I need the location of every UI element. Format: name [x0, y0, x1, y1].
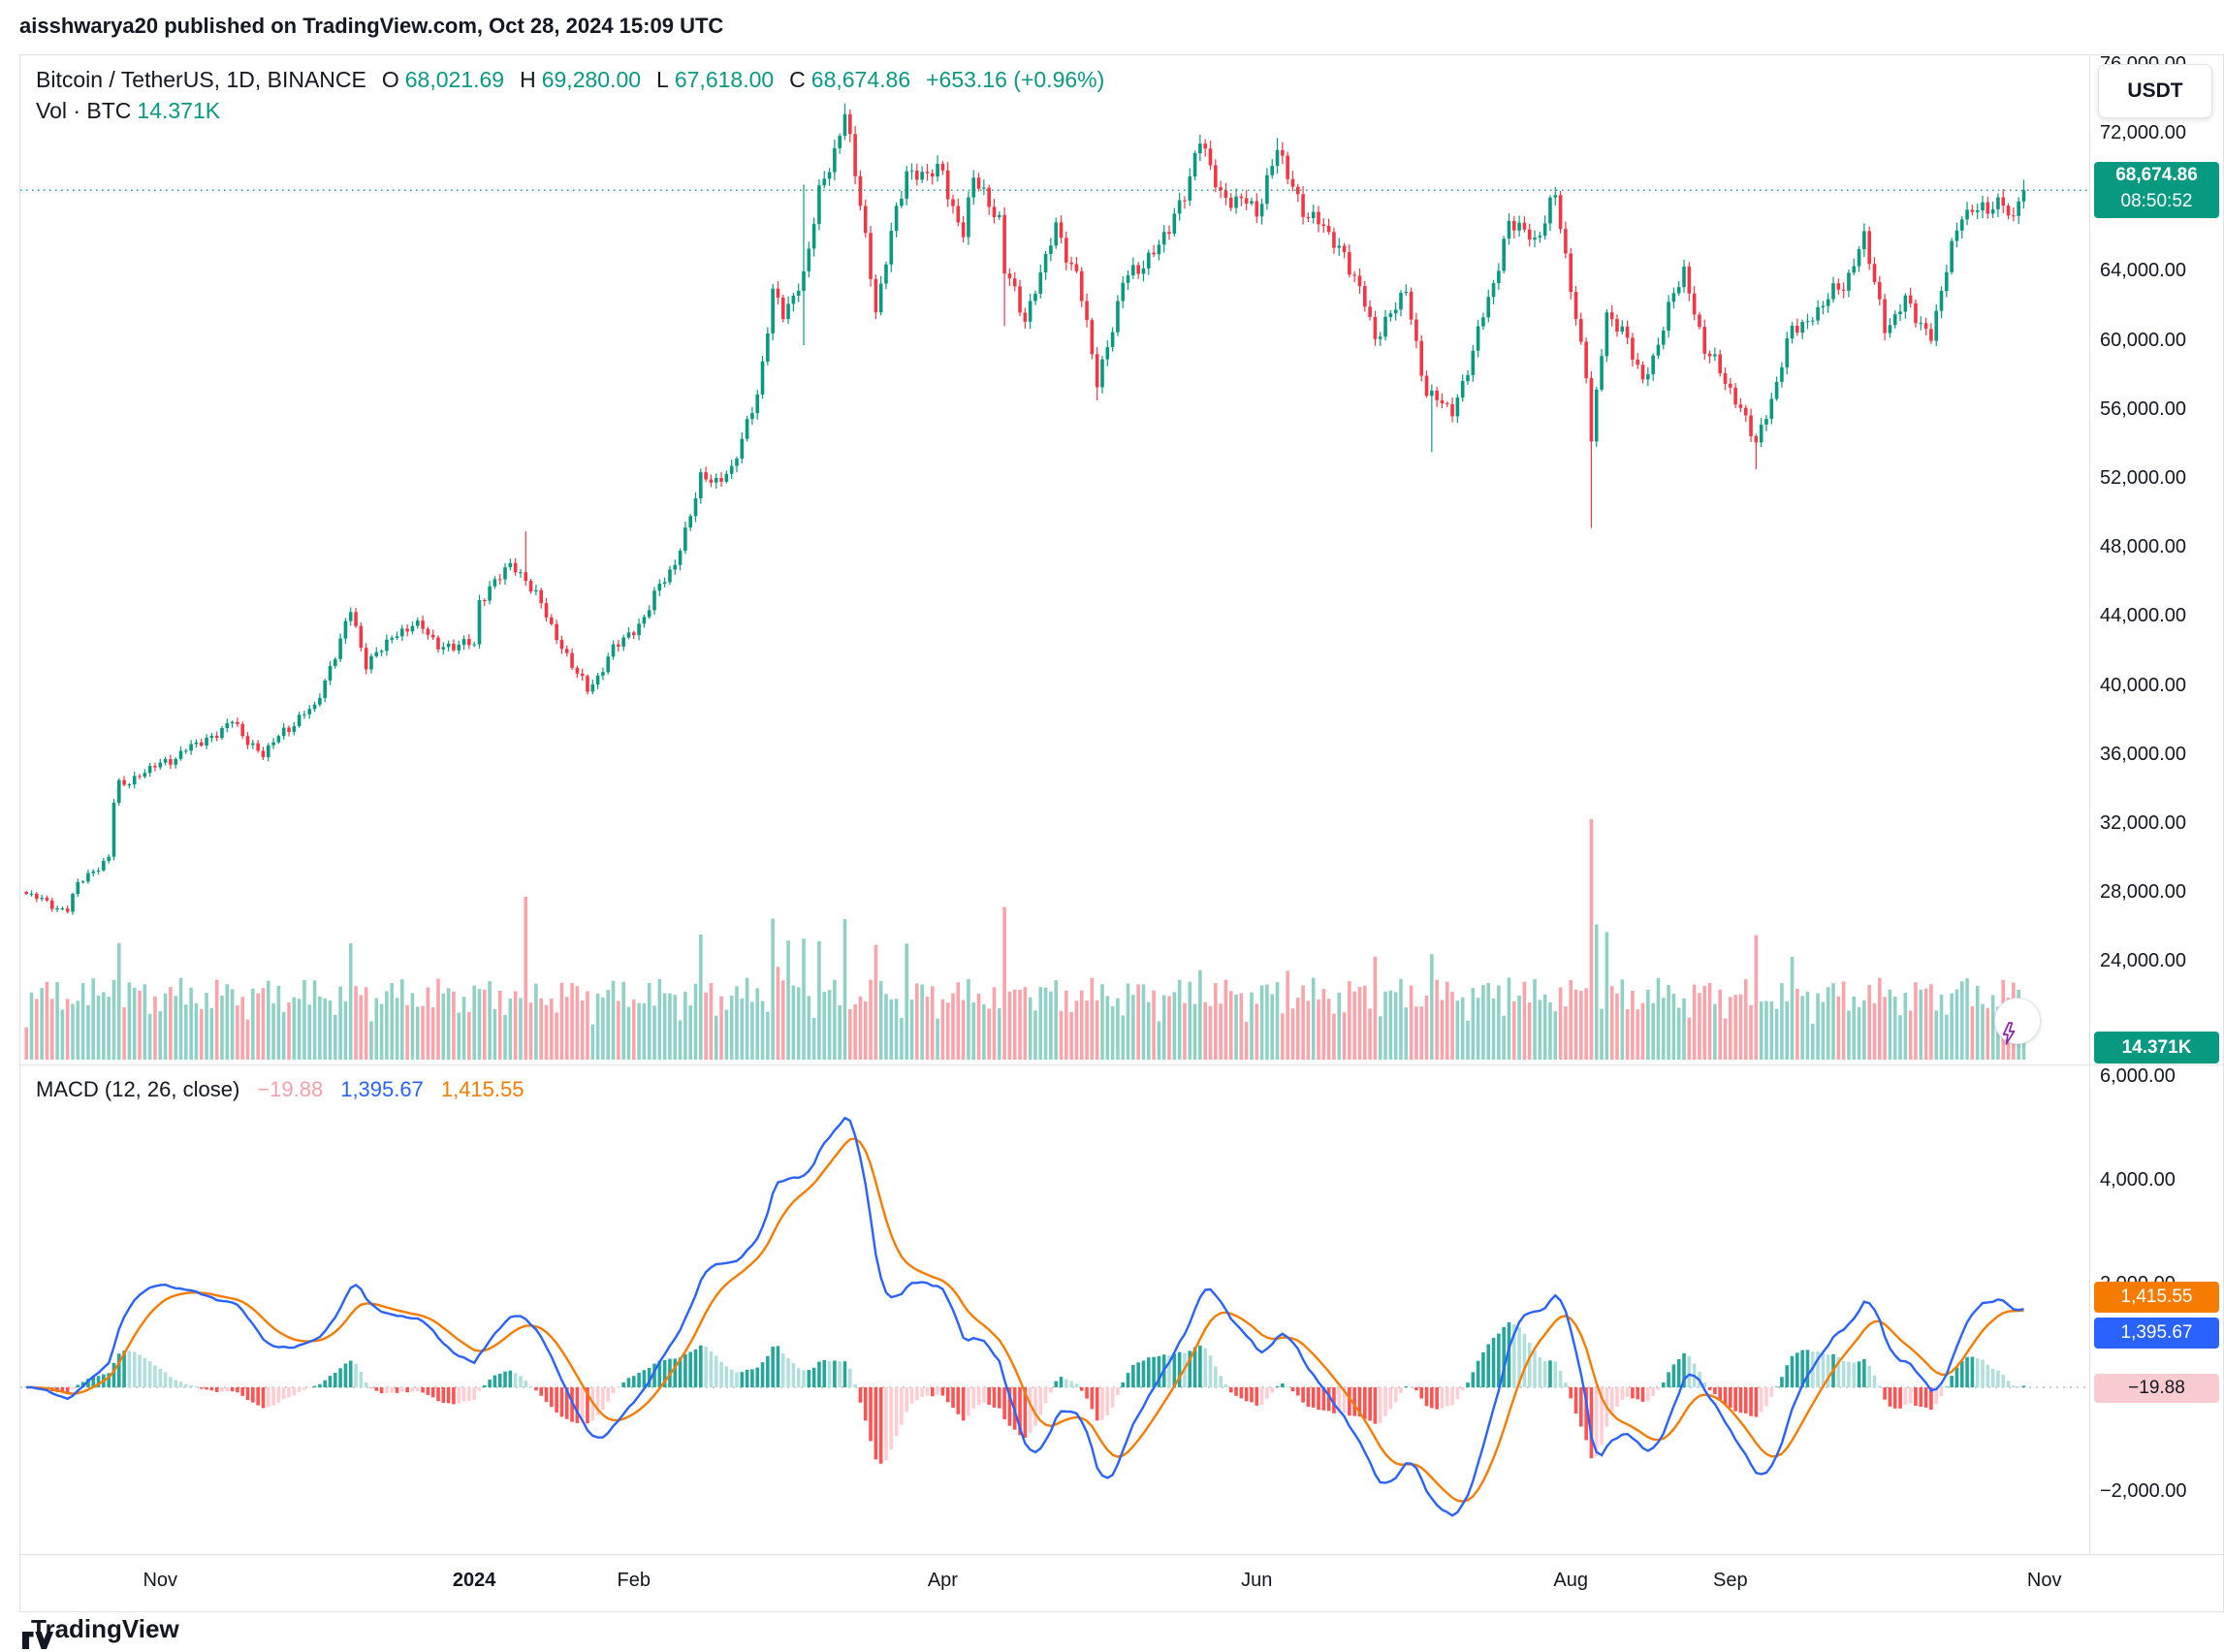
- volume-badge: 14.371K: [2094, 1032, 2219, 1064]
- last-price-badge: 68,674.86 08:50:52: [2094, 162, 2219, 219]
- volume-row: Vol · BTC 14.371K: [36, 98, 1104, 129]
- low-label: L: [656, 67, 669, 92]
- time-axis-label-nov: Nov: [2026, 1570, 2062, 1591]
- price-axis-tick: 24,000.00: [2100, 950, 2186, 972]
- attribution-bar: aisshwarya20 published on TradingView.co…: [0, 0, 2224, 52]
- price-axis-tick: 64,000.00: [2100, 260, 2186, 282]
- price-axis-tick: 28,000.00: [2100, 881, 2186, 904]
- time-axis-label-aug: Aug: [1553, 1570, 1588, 1591]
- footer: TradingView: [21, 1614, 179, 1649]
- pane-divider[interactable]: [20, 1064, 2223, 1065]
- open-label: O: [381, 67, 399, 92]
- symbol-legend[interactable]: Bitcoin / TetherUS, 1D, BINANCE O 68,021…: [36, 67, 1104, 129]
- macd-title: MACD (12, 26, close): [36, 1077, 240, 1101]
- close-value: 68,674.86: [810, 67, 911, 92]
- change-value: +653.16 (+0.96%): [926, 67, 1105, 92]
- high-value: 69,280.00: [541, 67, 642, 92]
- price-pane-canvas[interactable]: [20, 55, 2089, 1064]
- time-axis-label-jun: Jun: [1241, 1570, 1273, 1591]
- low-value: 67,618.00: [674, 67, 775, 92]
- volume-value: 14.371K: [137, 98, 221, 123]
- price-axis-tick: 72,000.00: [2100, 122, 2186, 143]
- price-axis-tick: 32,000.00: [2100, 812, 2186, 834]
- price-axis-tick: 40,000.00: [2100, 674, 2186, 696]
- macd-signal-badge: 1,415.55: [2094, 1282, 2219, 1314]
- bar-countdown: 08:50:52: [2120, 191, 2193, 212]
- time-axis-label-sep: Sep: [1713, 1570, 1748, 1591]
- attribution-text: aisshwarya20 published on TradingView.co…: [19, 14, 724, 38]
- macd-axis-tick: −2,000.00: [2100, 1480, 2187, 1502]
- tradingview-brand[interactable]: TradingView: [31, 1614, 179, 1643]
- time-axis-divider: [20, 1554, 2223, 1555]
- time-axis-label-2024: 2024: [452, 1570, 496, 1591]
- macd-line-badge: 1,395.67: [2094, 1318, 2219, 1350]
- last-price-value: 68,674.86: [2115, 165, 2198, 186]
- time-axis-label-nov: Nov: [143, 1570, 178, 1591]
- close-label: C: [789, 67, 806, 92]
- price-axis-tick: 56,000.00: [2100, 397, 2186, 420]
- time-axis-label-feb: Feb: [617, 1570, 651, 1591]
- time-axis[interactable]: Nov 2024 Feb Apr Jun Aug Sep Nov: [20, 1555, 2089, 1611]
- macd-line-badge-value: 1,395.67: [2120, 1322, 2193, 1344]
- price-axis-tick: 36,000.00: [2100, 743, 2186, 765]
- price-axis[interactable]: 68,674.86 08:50:52 14.371K 1,415.55 1,39…: [2089, 55, 2223, 1554]
- macd-hist-value: −19.88: [257, 1077, 324, 1101]
- macd-legend[interactable]: MACD (12, 26, close) −19.88 1,395.67 1,4…: [36, 1077, 524, 1102]
- price-axis-tick: 52,000.00: [2100, 467, 2186, 489]
- macd-pane-canvas[interactable]: [20, 1065, 2089, 1554]
- macd-axis-tick: 6,000.00: [2100, 1065, 2176, 1087]
- time-axis-label-apr: Apr: [927, 1570, 958, 1591]
- volume-label: Vol · BTC: [36, 98, 132, 123]
- macd-signal-value: 1,415.55: [440, 1077, 524, 1101]
- macd-line-value: 1,395.67: [340, 1077, 424, 1101]
- price-axis-tick: 44,000.00: [2100, 605, 2186, 627]
- currency-toggle-button[interactable]: USDT: [2098, 64, 2212, 118]
- price-axis-tick: 48,000.00: [2100, 536, 2186, 558]
- quick-trade-button[interactable]: [1994, 998, 2041, 1045]
- macd-signal-badge-value: 1,415.55: [2120, 1287, 2193, 1308]
- chart-card: Bitcoin / TetherUS, 1D, BINANCE O 68,021…: [19, 54, 2224, 1612]
- volume-badge-value: 14.371K: [2121, 1037, 2192, 1058]
- macd-hist-badge-value: −19.88: [2128, 1378, 2185, 1399]
- high-label: H: [520, 67, 536, 92]
- macd-hist-badge: −19.88: [2094, 1374, 2219, 1404]
- ohlc-row: Bitcoin / TetherUS, 1D, BINANCE O 68,021…: [36, 67, 1104, 98]
- open-value: 68,021.69: [404, 67, 505, 92]
- plot-area[interactable]: Bitcoin / TetherUS, 1D, BINANCE O 68,021…: [20, 55, 2089, 1554]
- macd-axis-tick: 4,000.00: [2100, 1169, 2176, 1191]
- symbol-title: Bitcoin / TetherUS, 1D, BINANCE: [36, 67, 366, 92]
- price-axis-tick: 60,000.00: [2100, 329, 2186, 351]
